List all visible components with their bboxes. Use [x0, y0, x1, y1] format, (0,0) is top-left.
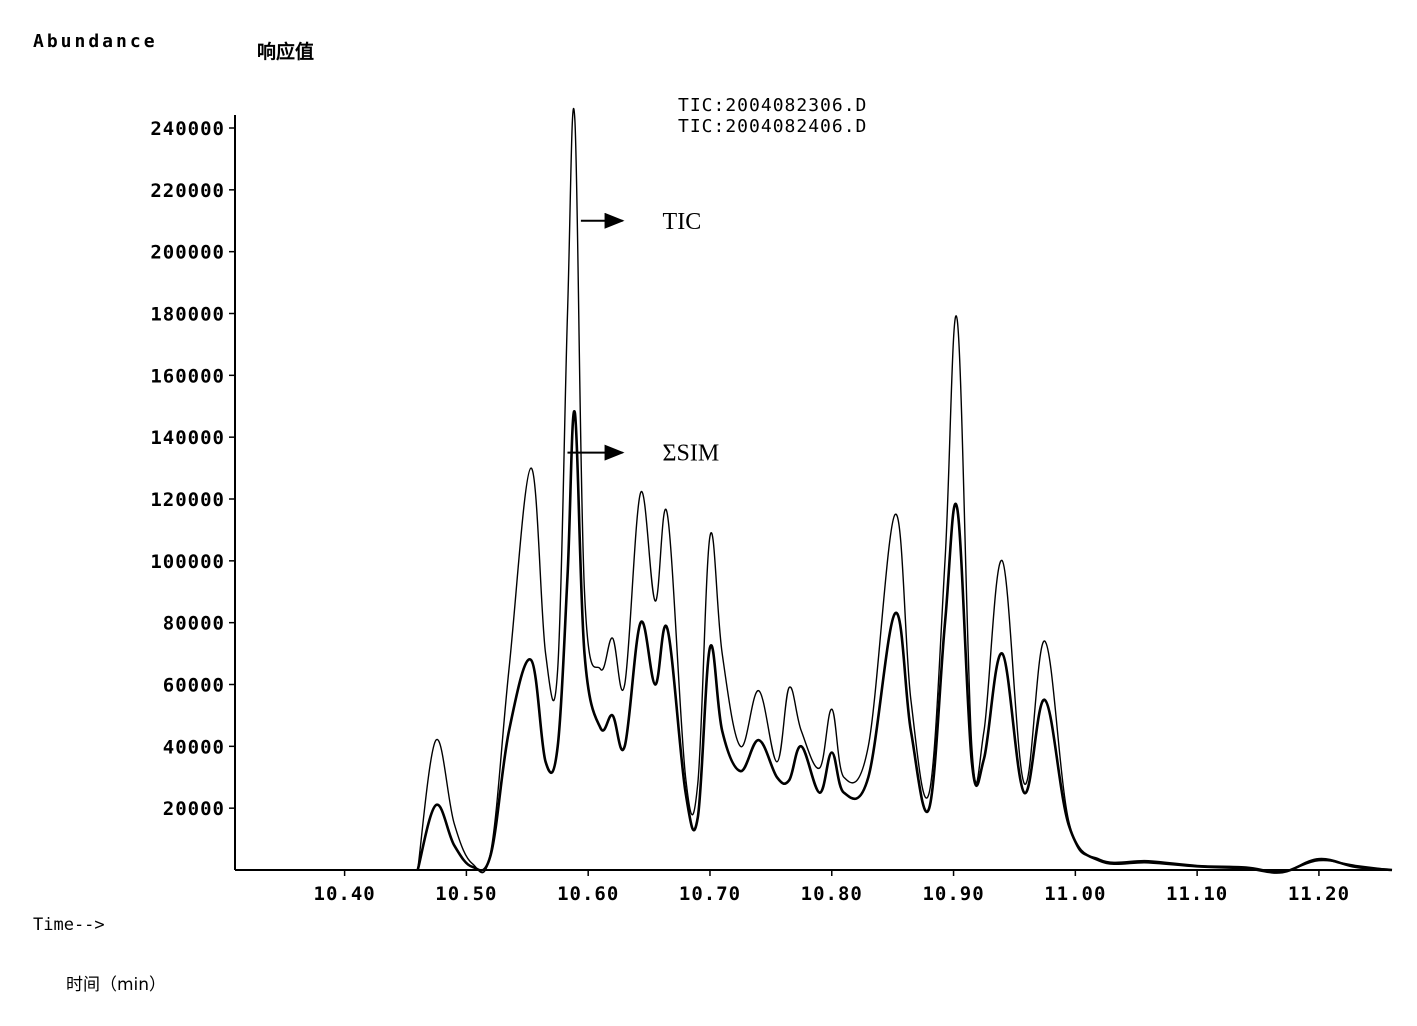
y-tick-label: 60000	[163, 675, 225, 697]
y-tick-label: 20000	[163, 798, 225, 820]
legend-entry-2: TIC:2004082406.D	[678, 116, 867, 137]
y-tick-label: 120000	[150, 489, 225, 511]
y-tick-label: 220000	[150, 180, 225, 202]
x-tick-label: 10.90	[922, 883, 984, 905]
x-tick-label: 10.50	[435, 883, 497, 905]
y-axis-label: Abundance	[33, 31, 158, 52]
x-axis-label-cn: 时间（min）	[66, 975, 166, 995]
y-axis-label-cn: 响应值	[257, 40, 314, 63]
x-tick-label: 10.60	[557, 883, 619, 905]
annotation-label: TIC	[663, 209, 702, 235]
series-line-1	[417, 108, 1393, 874]
y-tick-label: 40000	[163, 736, 225, 758]
x-tick-label: 10.70	[679, 883, 741, 905]
y-tick-label: 240000	[150, 118, 225, 140]
x-axis-label: Time-->	[33, 915, 105, 935]
series-line-2	[416, 410, 1393, 874]
y-tick-label: 100000	[150, 551, 225, 573]
x-tick-label: 10.40	[314, 883, 376, 905]
annotation-label: ΣSIM	[663, 441, 720, 467]
y-tick-label: 200000	[150, 242, 225, 264]
legend-entry-1: TIC:2004082306.D	[678, 95, 867, 116]
y-tick-label: 180000	[150, 304, 225, 326]
x-tick-label: 11.20	[1288, 883, 1350, 905]
x-tick-label: 10.80	[801, 883, 863, 905]
y-tick-label: 80000	[163, 613, 225, 635]
x-tick-label: 11.10	[1166, 883, 1228, 905]
y-tick-label: 160000	[150, 365, 225, 387]
x-tick-label: 11.00	[1044, 883, 1106, 905]
y-tick-label: 140000	[150, 427, 225, 449]
